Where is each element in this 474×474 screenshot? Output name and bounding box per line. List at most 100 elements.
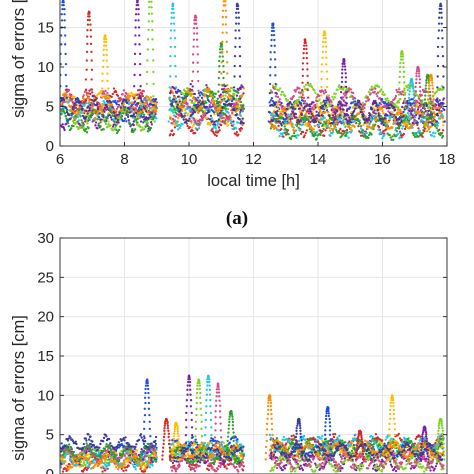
data-point [178, 126, 181, 130]
data-point [342, 132, 346, 135]
data-point [242, 122, 245, 125]
data-point [237, 133, 240, 136]
peak-point [152, 82, 155, 86]
data-point [299, 91, 302, 94]
peak-point [83, 120, 87, 123]
data-point [71, 97, 74, 101]
data-point [426, 130, 429, 133]
peak-point [343, 65, 347, 68]
data-point [128, 454, 132, 457]
data-point [138, 123, 141, 127]
peak-point [436, 45, 440, 48]
peak-point [436, 64, 440, 68]
peak-point [198, 109, 201, 113]
peak-point [107, 95, 110, 98]
data-point [304, 115, 307, 118]
peak-point [62, 3, 65, 7]
data-point [324, 122, 328, 125]
data-point [123, 94, 127, 97]
peak-point [339, 108, 342, 111]
data-point [314, 120, 318, 123]
peak-point [138, 52, 142, 56]
data-point [322, 90, 325, 93]
data-point [438, 117, 442, 120]
peak-point [325, 56, 328, 59]
peak-point [103, 37, 106, 41]
peak-point [225, 40, 228, 43]
peak-point [217, 76, 220, 80]
data-point [273, 114, 276, 117]
data-point [152, 117, 155, 120]
data-point [85, 131, 89, 134]
peak-point [152, 59, 155, 62]
data-point [430, 134, 434, 137]
data-point [209, 122, 213, 125]
data-point [370, 108, 374, 111]
peak-point [427, 94, 430, 97]
data-point [200, 109, 203, 112]
bottom-scatter-panel: 051015202530sigma of errors [cm] [10, 230, 448, 474]
data-point [354, 107, 357, 110]
data-point [383, 121, 387, 124]
data-point [128, 111, 131, 114]
data-point [187, 112, 190, 115]
data-point [137, 111, 140, 114]
data-point [115, 110, 118, 113]
data-point [439, 133, 442, 137]
peak-point [274, 65, 277, 69]
data-point [406, 122, 409, 125]
data-point [303, 134, 306, 137]
data-point [368, 122, 372, 125]
data-point [375, 115, 379, 118]
data-point [306, 118, 310, 121]
peak-point [192, 45, 195, 48]
peak-point [440, 29, 444, 32]
data-point [429, 113, 432, 117]
data-point [342, 99, 345, 102]
peak-point [406, 116, 410, 119]
data-point [303, 107, 306, 110]
peak-point [346, 114, 349, 117]
data-point [272, 104, 275, 107]
data-point [77, 119, 80, 122]
data-point [213, 113, 216, 116]
data-point [370, 118, 374, 122]
data-point [137, 89, 140, 92]
data-point [395, 130, 399, 133]
data-point [380, 107, 383, 111]
data-point [182, 118, 185, 121]
data-point [384, 118, 388, 122]
data-point [75, 113, 78, 116]
data-point [353, 125, 356, 128]
data-point [154, 444, 157, 447]
peak-point [305, 47, 308, 51]
peak-point [195, 38, 199, 41]
data-point [301, 130, 305, 134]
peak-point [222, 76, 225, 80]
peak-point [238, 54, 242, 58]
data-point [356, 117, 359, 121]
data-point [230, 102, 234, 106]
data-point [235, 97, 238, 101]
peak-point [151, 38, 154, 41]
data-point [379, 103, 383, 106]
peak-point [226, 108, 230, 111]
data-point [417, 110, 421, 114]
data-point [134, 115, 137, 118]
data-point [170, 87, 173, 90]
peak-point [220, 61, 223, 64]
data-point [117, 113, 120, 116]
data-point [281, 134, 284, 137]
data-point [298, 107, 302, 110]
data-point [437, 121, 440, 125]
data-point [282, 109, 285, 112]
data-point [208, 118, 212, 121]
data-point [278, 120, 282, 123]
data-point [132, 117, 135, 120]
peak-point [191, 53, 195, 56]
peak-point [237, 11, 240, 14]
peak-point [105, 40, 108, 44]
data-point [292, 132, 296, 135]
peak-point [320, 94, 323, 97]
peak-point [169, 29, 173, 32]
